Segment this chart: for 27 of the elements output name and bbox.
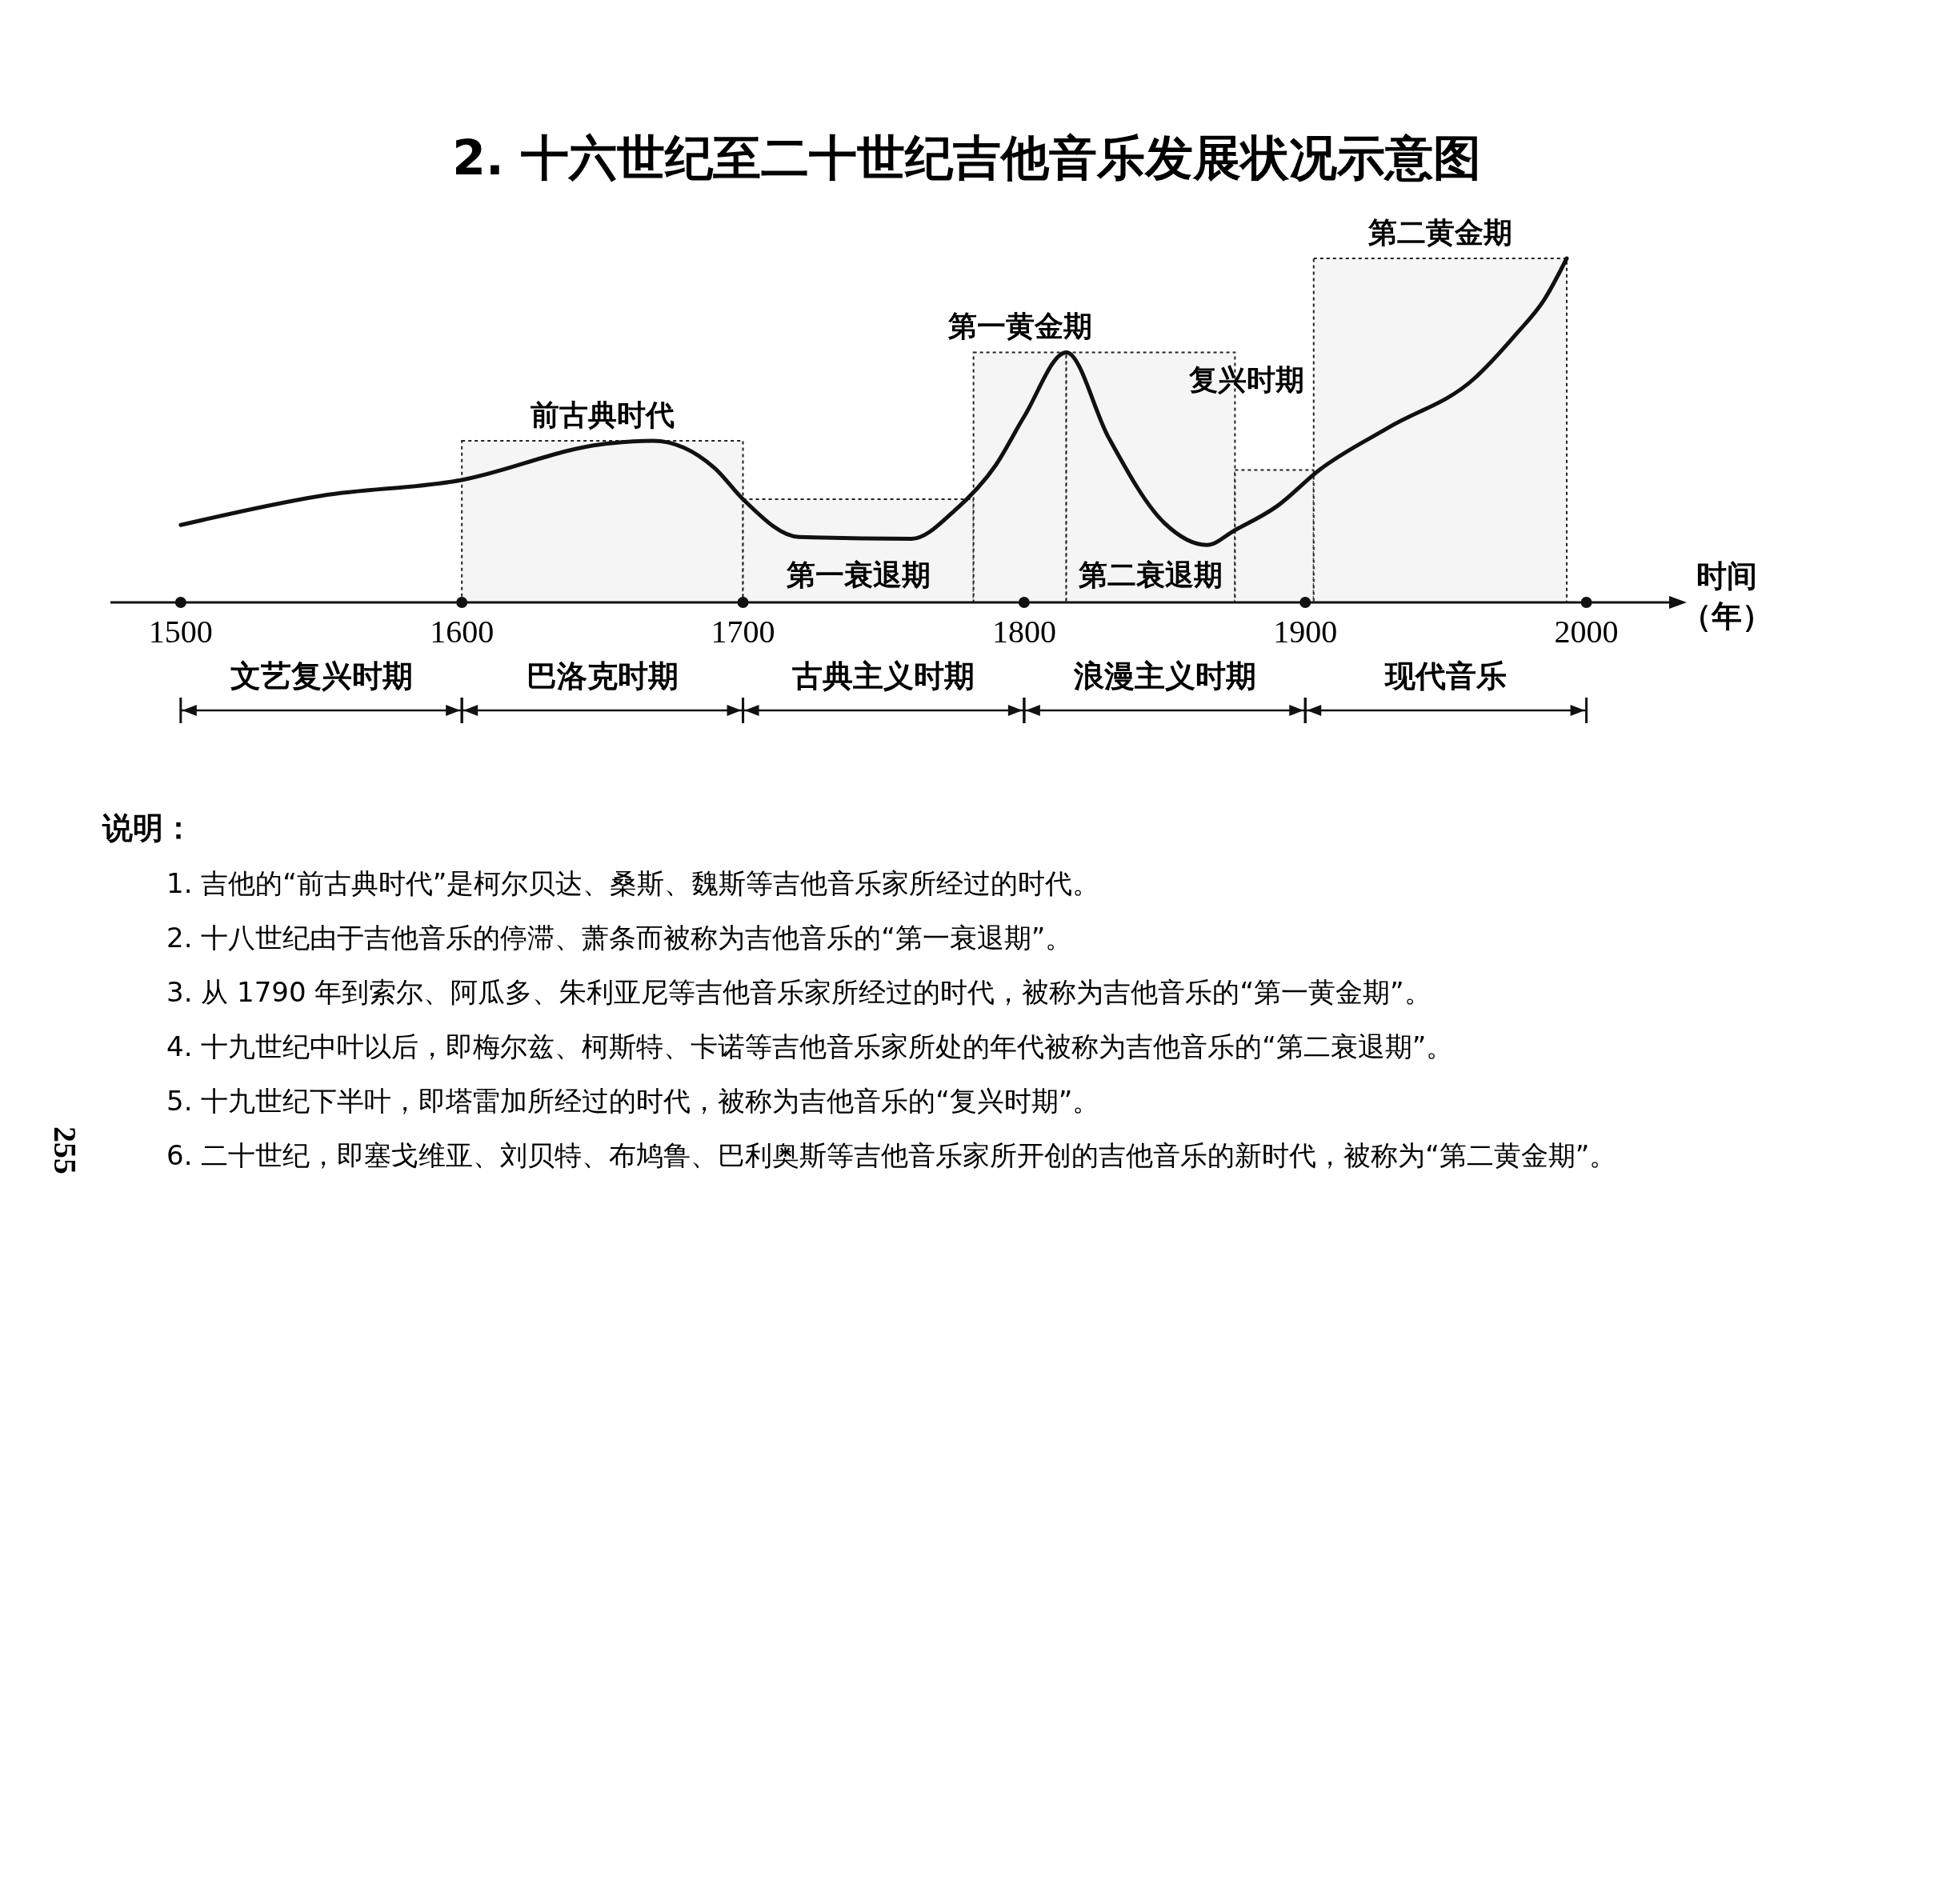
text: 2. 十八世纪由于吉他音乐的停滞、萧条而被称为吉他音乐的“第一衰退期”。 bbox=[166, 922, 1073, 954]
text: 现代音乐 bbox=[1383, 658, 1507, 694]
chart-title: 2. 十六世纪至二十世纪吉他音乐发展状况示意图 bbox=[452, 130, 1481, 186]
text: 6. 二十世纪，即塞戈维亚、刘贝特、布鸠鲁、巴利奥斯等吉他音乐家所开创的吉他音乐的新时代，被称为“第二黄金期”。 bbox=[166, 1139, 1617, 1171]
x-tick-label: 1800 bbox=[991, 614, 1056, 650]
text: 4. 十九世纪中叶以后，即梅尔兹、柯斯特、卡诺等吉他音乐家所处的年代被称为吉他音乐的“第二衰退期”。 bbox=[166, 1030, 1454, 1062]
x-tick-label: 1600 bbox=[430, 614, 495, 650]
text: 255 bbox=[47, 1126, 83, 1174]
text: 文艺复兴时期 bbox=[230, 658, 413, 694]
band-label: 第二黄金期 bbox=[1367, 216, 1512, 249]
x-axis-title: 时间（年） bbox=[1681, 558, 1772, 634]
x-tick-label: 1500 bbox=[148, 614, 213, 650]
band-label: 第一衰退期 bbox=[785, 558, 931, 591]
text: 古典主义时期 bbox=[792, 658, 975, 694]
band-label: 第二衰退期 bbox=[1078, 558, 1223, 591]
band-label: 前古典时代 bbox=[530, 398, 675, 431]
text: 巴洛克时期 bbox=[526, 658, 679, 694]
x-tick-label: 1900 bbox=[1273, 614, 1338, 650]
text: 1. 吉他的“前古典时代”是柯尔贝达、桑斯、魏斯等吉他音乐家所经过的时代。 bbox=[166, 867, 1100, 899]
text: 5. 十九世纪下半叶，即塔雷加所经过的时代，被称为吉他音乐的“复兴时期”。 bbox=[166, 1085, 1100, 1117]
text: 3. 从 1790 年到索尔、阿瓜多、朱利亚尼等吉他音乐家所经过的时代，被称为吉他音乐的“第一黄金期”。 bbox=[166, 976, 1431, 1008]
x-tick-label: 1700 bbox=[711, 614, 775, 650]
x-tick-label: 2000 bbox=[1554, 614, 1619, 650]
text: 浪漫主义时期 bbox=[1072, 658, 1256, 694]
band-label: 第一黄金期 bbox=[947, 310, 1092, 343]
band-label: 复兴时期 bbox=[1187, 363, 1304, 397]
text: 说明： bbox=[102, 810, 194, 846]
